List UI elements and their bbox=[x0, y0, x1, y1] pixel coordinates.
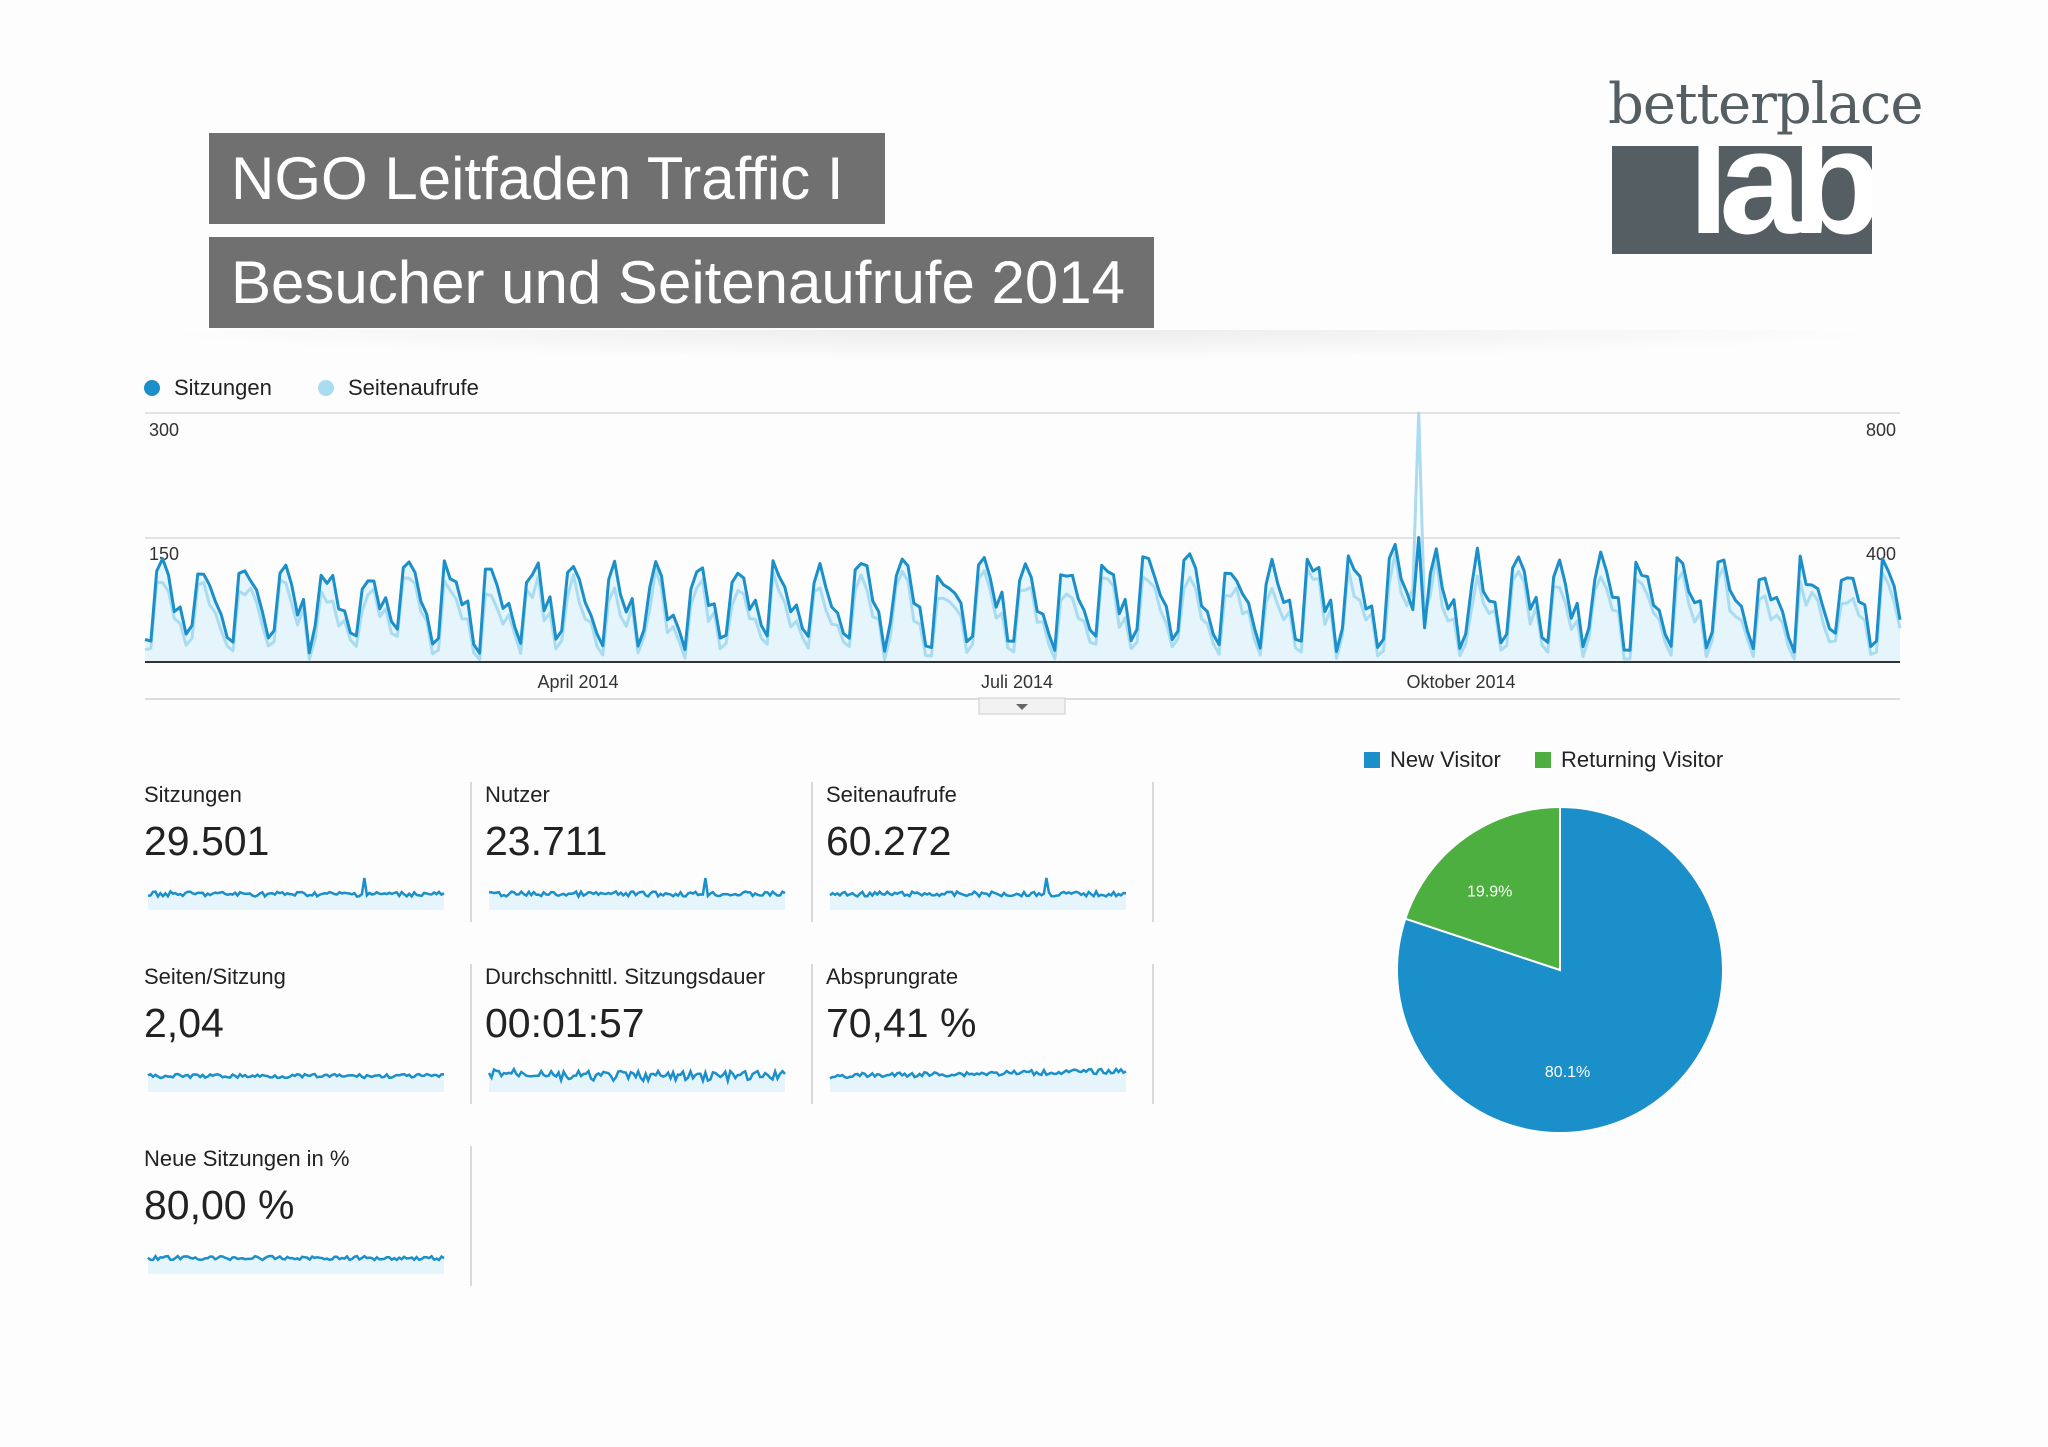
legend-label: Seitenaufrufe bbox=[348, 375, 479, 400]
y-left-tick: 150 bbox=[149, 544, 179, 564]
metric-label: Durchschnittl. Sitzungsdauer bbox=[485, 964, 766, 989]
metric-sparkline bbox=[829, 1066, 1127, 1092]
metric-pageviews[interactable]: Seitenaufrufe 60.272 bbox=[822, 782, 1154, 922]
metric-sparkline bbox=[487, 1066, 786, 1092]
metric-new-sessions-percent[interactable]: Neue Sitzungen in % 80,00 % bbox=[140, 1146, 472, 1286]
metric-avg-session-duration[interactable]: Durchschnittl. Sitzungsdauer 00:01:57 bbox=[481, 964, 813, 1104]
sparkline-line bbox=[147, 1253, 445, 1262]
metric-value: 29.501 bbox=[144, 818, 270, 864]
sparkline-area bbox=[148, 1074, 444, 1092]
metric-sparkline bbox=[147, 877, 445, 910]
legend-square-icon bbox=[1364, 752, 1380, 768]
metric-bounce-rate[interactable]: Absprungrate 70,41 % bbox=[822, 964, 1154, 1104]
legend-dot-icon bbox=[318, 380, 334, 396]
sparkline-area bbox=[830, 878, 1126, 910]
legend-square-icon bbox=[1535, 752, 1551, 768]
page-subtitle: Besucher und Seitenaufrufe 2014 bbox=[209, 237, 1154, 328]
page-title: NGO Leitfaden Traffic I bbox=[209, 133, 885, 224]
traffic-line-chart[interactable]: 300 150 800 400 April 2014 Juli 2014 Okt… bbox=[140, 410, 1910, 720]
pie-slice-returning-visitor[interactable] bbox=[1404, 805, 1561, 972]
metric-value: 00:01:57 bbox=[485, 1000, 645, 1046]
legend-item-pageviews[interactable]: Seitenaufrufe bbox=[318, 375, 479, 401]
sparkline-line bbox=[487, 1066, 786, 1086]
legend-item-sessions[interactable]: Sitzungen bbox=[144, 375, 272, 401]
collapse-handle[interactable] bbox=[978, 697, 1066, 715]
page-subtitle-text: Besucher und Seitenaufrufe 2014 bbox=[231, 248, 1125, 316]
page-title-text: NGO Leitfaden Traffic I bbox=[231, 144, 844, 212]
series-line-sessions bbox=[144, 536, 1902, 655]
y-right-tick: 800 bbox=[1866, 420, 1896, 440]
chart-series-group bbox=[144, 411, 1902, 662]
metric-label: Neue Sitzungen in % bbox=[144, 1146, 350, 1171]
legend-label: Sitzungen bbox=[174, 375, 272, 400]
sparkline-area bbox=[148, 1256, 444, 1274]
logo-box: lab bbox=[1612, 146, 1872, 254]
pie-legend-returning-visitor[interactable]: Returning Visitor bbox=[1535, 747, 1723, 773]
pie-label-returning-visitor: 19.9% bbox=[1467, 884, 1512, 901]
metric-users[interactable]: Nutzer 23.711 bbox=[481, 782, 813, 922]
sparkline-line bbox=[147, 1072, 445, 1080]
chevron-down-icon bbox=[1016, 704, 1028, 710]
y-right-tick: 400 bbox=[1866, 544, 1896, 564]
metric-value: 60.272 bbox=[826, 818, 952, 864]
metric-label: Nutzer bbox=[485, 782, 550, 807]
metric-value: 2,04 bbox=[144, 1000, 224, 1046]
pie-label-new-visitor: 80.1% bbox=[1545, 1064, 1590, 1081]
pie-slice-new-visitor[interactable] bbox=[1396, 805, 1724, 1134]
sparkline-line bbox=[829, 877, 1127, 899]
metric-label: Seiten/Sitzung bbox=[144, 964, 286, 989]
metric-sparkline bbox=[829, 877, 1127, 910]
sparkline-line bbox=[488, 877, 786, 900]
metric-label: Sitzungen bbox=[144, 782, 242, 807]
sessions-area bbox=[145, 537, 1900, 662]
metric-sessions[interactable]: Sitzungen 29.501 bbox=[140, 782, 472, 922]
metric-sparkline bbox=[147, 1072, 445, 1092]
series-line-pageviews bbox=[144, 411, 1902, 661]
legend-label: Returning Visitor bbox=[1561, 747, 1724, 772]
metric-value: 23.711 bbox=[485, 818, 608, 864]
legend-label: New Visitor bbox=[1390, 747, 1501, 772]
metric-value: 80,00 % bbox=[144, 1182, 295, 1228]
y-left-tick: 300 bbox=[149, 420, 179, 440]
metric-label: Absprungrate bbox=[826, 964, 959, 989]
pie-legend-new-visitor[interactable]: New Visitor bbox=[1364, 747, 1501, 773]
logo-wordmark: betterplace bbox=[1608, 72, 1924, 137]
logo-lab: lab bbox=[1688, 146, 1872, 254]
metric-pages-per-session[interactable]: Seiten/Sitzung 2,04 bbox=[140, 964, 472, 1104]
visitor-pie-chart[interactable]: 80.1% 19.9% bbox=[1390, 800, 1730, 1140]
x-tick-label: Juli 2014 bbox=[981, 672, 1053, 692]
legend-dot-icon bbox=[144, 380, 160, 396]
x-tick-label: Oktober 2014 bbox=[1406, 672, 1515, 692]
metric-label: Seitenaufrufe bbox=[826, 782, 957, 807]
metric-sparkline bbox=[147, 1253, 445, 1274]
metric-sparkline bbox=[488, 877, 786, 910]
x-tick-label: April 2014 bbox=[537, 672, 618, 692]
metric-value: 70,41 % bbox=[826, 1000, 977, 1046]
sparkline-line bbox=[147, 877, 445, 899]
sparkline-line bbox=[829, 1066, 1127, 1080]
title-shadow bbox=[130, 330, 1910, 360]
